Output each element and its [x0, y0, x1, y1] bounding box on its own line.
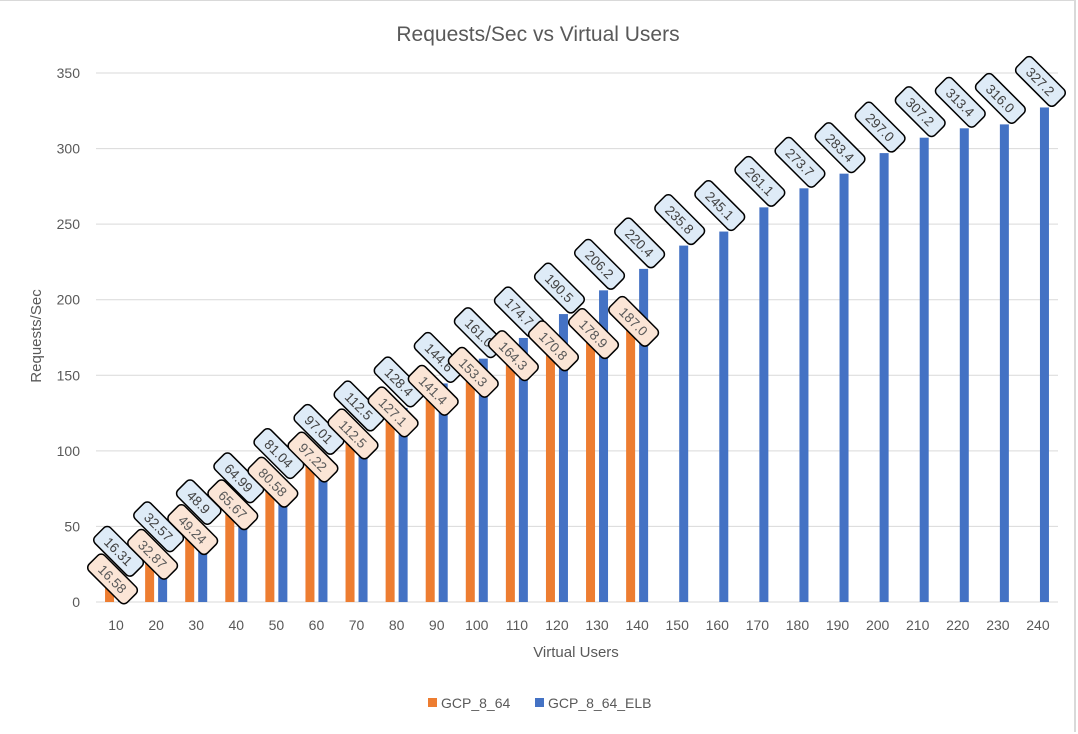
x-tick-label: 40	[229, 617, 245, 633]
x-axis-title: Virtual Users	[533, 644, 619, 661]
chart-title: Requests/Sec vs Virtual Users	[396, 23, 679, 46]
bar-gcp-8-64-elb	[438, 383, 448, 602]
x-tick-label: 60	[309, 617, 325, 633]
bar-gcp-8-64-elb	[478, 358, 488, 602]
bar-gcp-8-64	[505, 353, 515, 602]
bar-gcp-8-64-elb	[919, 137, 929, 602]
bar-gcp-8-64-elb	[639, 268, 649, 602]
data-label-gcp-8-64-elb: 327.2	[1014, 55, 1067, 108]
bar-gcp-8-64-elb	[799, 188, 809, 602]
y-tick-label: 0	[72, 594, 80, 610]
data-label-gcp-8-64-elb: 206.2	[573, 238, 626, 290]
bar-gcp-8-64-elb	[719, 231, 729, 602]
legend-label-gcp-8-64-elb: GCP_8_64_ELB	[548, 695, 652, 711]
y-tick-label: 200	[57, 292, 81, 308]
y-tick-label: 50	[64, 518, 80, 534]
y-tick-label: 300	[57, 141, 81, 157]
x-tick-label: 190	[826, 617, 850, 633]
bar-gcp-8-64	[385, 409, 395, 602]
x-tick-label: 170	[746, 617, 770, 633]
x-tick-label: 200	[866, 617, 890, 633]
bar-gcp-8-64-elb	[1039, 107, 1049, 602]
legend: GCP_8_64 GCP_8_64_ELB	[428, 695, 652, 711]
data-label-gcp-8-64-elb: 297.0	[854, 101, 906, 153]
bar-gcp-8-64	[626, 319, 636, 602]
bar-gcp-8-64-elb	[318, 455, 328, 602]
bar-gcp-8-64	[305, 455, 315, 602]
bar-gcp-8-64-elb	[599, 290, 609, 602]
data-label-gcp-8-64-elb: 64.99	[213, 452, 265, 504]
bar-gcp-8-64-elb	[358, 431, 368, 602]
x-tick-label: 180	[786, 617, 810, 633]
bar-gcp-8-64-elb	[959, 128, 969, 602]
bar-gcp-8-64-elb	[398, 407, 408, 602]
y-axis-title: Requests/Sec	[28, 289, 45, 383]
bar-gcp-8-64-elb	[759, 207, 769, 602]
x-tick-label: 140	[625, 617, 649, 633]
y-tick-label: 350	[57, 65, 81, 81]
x-tick-label: 50	[269, 617, 285, 633]
bar-gcp-8-64	[425, 388, 435, 602]
bar-gcp-8-64-elb	[879, 153, 889, 602]
x-tick-label: 150	[666, 617, 690, 633]
data-label-gcp-8-64-elb: 273.7	[774, 136, 826, 188]
x-tick-label: 210	[906, 617, 930, 633]
bar-gcp-8-64	[145, 552, 155, 602]
bar-gcp-8-64-elb	[679, 245, 689, 602]
x-tick-label: 230	[986, 617, 1010, 633]
bars	[105, 107, 1049, 603]
x-tick-label: 70	[349, 617, 365, 633]
bar-gcp-8-64	[586, 331, 596, 602]
y-tick-label: 100	[57, 443, 81, 459]
x-tick-label: 100	[465, 617, 489, 633]
x-tick-label: 110	[506, 617, 529, 633]
x-tick-label: 120	[545, 617, 569, 633]
x-tick-label: 10	[108, 617, 124, 633]
y-tick-label: 250	[57, 216, 81, 232]
bar-gcp-8-64	[265, 480, 275, 602]
bar-gcp-8-64-elb	[198, 528, 208, 602]
x-tick-label: 20	[148, 617, 164, 633]
bar-gcp-8-64-elb	[839, 173, 849, 603]
x-tick-label: 90	[429, 617, 445, 633]
bar-gcp-8-64	[545, 343, 555, 602]
legend-swatch-gcp-8-64-elb	[535, 698, 544, 707]
bar-gcp-8-64-elb	[999, 124, 1009, 602]
x-axis-ticks: 10 20 30 40 50 60 70 80 90 100 110 120 130 140 150 160 1…	[108, 617, 1050, 633]
bar-gcp-8-64-elb	[518, 337, 528, 602]
data-label-gcp-8-64-elb: 190.5	[533, 262, 586, 314]
y-tick-label: 150	[57, 367, 81, 383]
x-tick-label: 130	[585, 617, 609, 633]
legend-swatch-gcp-8-64	[428, 698, 437, 707]
data-label-gcp-8-64-elb: 283.4	[814, 122, 866, 174]
x-tick-label: 240	[1026, 617, 1050, 633]
x-tick-label: 160	[706, 617, 730, 633]
bar-gcp-8-64-elb	[558, 314, 568, 602]
legend-label-gcp-8-64: GCP_8_64	[441, 695, 510, 711]
bar-gcp-8-64-elb	[238, 503, 248, 602]
bar-gcp-8-64	[345, 431, 355, 602]
bar-gcp-8-64-elb	[278, 479, 288, 602]
bar-gcp-8-64	[465, 370, 475, 602]
bar-gcp-8-64	[225, 502, 235, 602]
data-label-gcp-8-64-elb: 261.1	[734, 155, 786, 207]
x-tick-label: 80	[389, 617, 405, 633]
x-tick-label: 30	[188, 617, 204, 633]
x-tick-label: 220	[946, 617, 970, 633]
bar-gcp-8-64	[185, 527, 195, 602]
y-axis-ticks: 0 50 100 150 200 250 300 350	[57, 65, 81, 610]
